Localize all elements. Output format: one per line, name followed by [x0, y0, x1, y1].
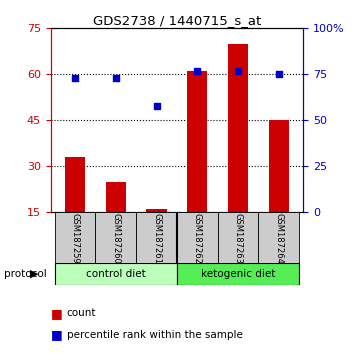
- Text: GSM187263: GSM187263: [234, 212, 243, 264]
- Bar: [55, 212, 95, 264]
- Text: GSM187259: GSM187259: [70, 213, 79, 263]
- Bar: [258, 212, 299, 264]
- Bar: [228, 44, 248, 212]
- Text: ■: ■: [51, 328, 62, 341]
- Bar: [187, 71, 208, 212]
- Point: [276, 72, 282, 77]
- Text: ■: ■: [51, 307, 62, 320]
- Bar: [105, 182, 126, 212]
- Bar: [55, 263, 177, 285]
- Title: GDS2738 / 1440715_s_at: GDS2738 / 1440715_s_at: [93, 14, 261, 27]
- Text: protocol: protocol: [4, 269, 46, 279]
- Bar: [218, 212, 258, 264]
- Bar: [65, 157, 85, 212]
- Bar: [95, 212, 136, 264]
- Text: control diet: control diet: [86, 269, 145, 279]
- Point: [194, 68, 200, 74]
- Text: ▶: ▶: [30, 269, 39, 279]
- Point: [113, 75, 119, 81]
- Bar: [177, 263, 299, 285]
- Bar: [269, 120, 289, 212]
- Text: GSM187261: GSM187261: [152, 213, 161, 263]
- Bar: [146, 209, 167, 212]
- Bar: [136, 212, 177, 264]
- Text: ketogenic diet: ketogenic diet: [201, 269, 275, 279]
- Text: GSM187260: GSM187260: [111, 213, 120, 263]
- Bar: [177, 212, 218, 264]
- Point: [72, 75, 78, 81]
- Text: count: count: [67, 308, 96, 318]
- Text: percentile rank within the sample: percentile rank within the sample: [67, 330, 243, 339]
- Text: GSM187262: GSM187262: [193, 213, 202, 263]
- Text: GSM187264: GSM187264: [274, 213, 283, 263]
- Point: [235, 68, 241, 74]
- Point: [154, 103, 160, 108]
